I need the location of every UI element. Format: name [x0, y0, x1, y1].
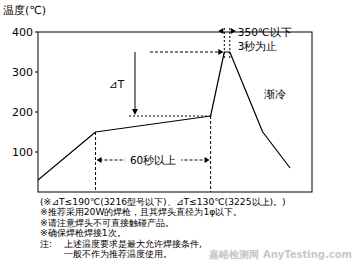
y-tick-label: 400 [12, 26, 33, 39]
y-tick-label: 100 [12, 146, 33, 159]
note: ※确保焊枪焊接1次。 [40, 227, 126, 238]
series-group [38, 52, 290, 180]
note: (※⊿T≤190℃(3216型号以下)、⊿T≤130℃(3225以上)。) [40, 196, 286, 207]
y-tick [35, 72, 38, 73]
note: ※请注意焊头不可直接触碰产品。 [40, 217, 174, 228]
arrow-head [132, 109, 138, 115]
y-tick [35, 152, 38, 153]
y-label: 温度(℃) [3, 4, 46, 17]
y-tick [35, 112, 38, 113]
delta-t-arrow [135, 52, 136, 111]
label-bg [125, 153, 181, 167]
annotation: ⊿T [109, 78, 125, 90]
arrow-head [218, 49, 223, 55]
guides [96, 28, 236, 192]
annotation: 60秒以上 [130, 154, 176, 166]
note: ※推荐采用20W的焊枪，且其焊头直径为1φ以下。 [40, 206, 242, 217]
preheat-time-line [95, 132, 96, 192]
y-tick [35, 32, 38, 33]
remark-label: 注: [40, 238, 52, 249]
remark: 一般不作为推荐温度使用。 [64, 248, 172, 259]
arrow-head [218, 28, 223, 34]
annotation: 350℃以下 [238, 26, 292, 38]
preheat-level-line [129, 116, 211, 117]
plot-frame [38, 32, 312, 192]
annotation: 渐冷 [264, 88, 286, 100]
arrow-head [231, 28, 236, 34]
y-tick-label: 200 [12, 106, 33, 119]
peak-level-line [150, 52, 220, 53]
watermark: 嘉峪检测网 AnyTesting.com [209, 249, 352, 260]
annotation: 3秒为止 [238, 40, 278, 52]
arrow-head [97, 157, 102, 163]
preheat-time-line [210, 116, 211, 192]
profile-line [38, 52, 290, 180]
arrow-head [205, 157, 210, 163]
y-tick-label: 300 [12, 66, 33, 79]
remark: 上述温度要求是最大允许焊接条件, [64, 238, 202, 249]
chart: 温度(℃) 100 200 300 400 350℃以下 3秒为止 ⊿T 渐冷 60秒以上 (※⊿T… [0, 0, 356, 261]
